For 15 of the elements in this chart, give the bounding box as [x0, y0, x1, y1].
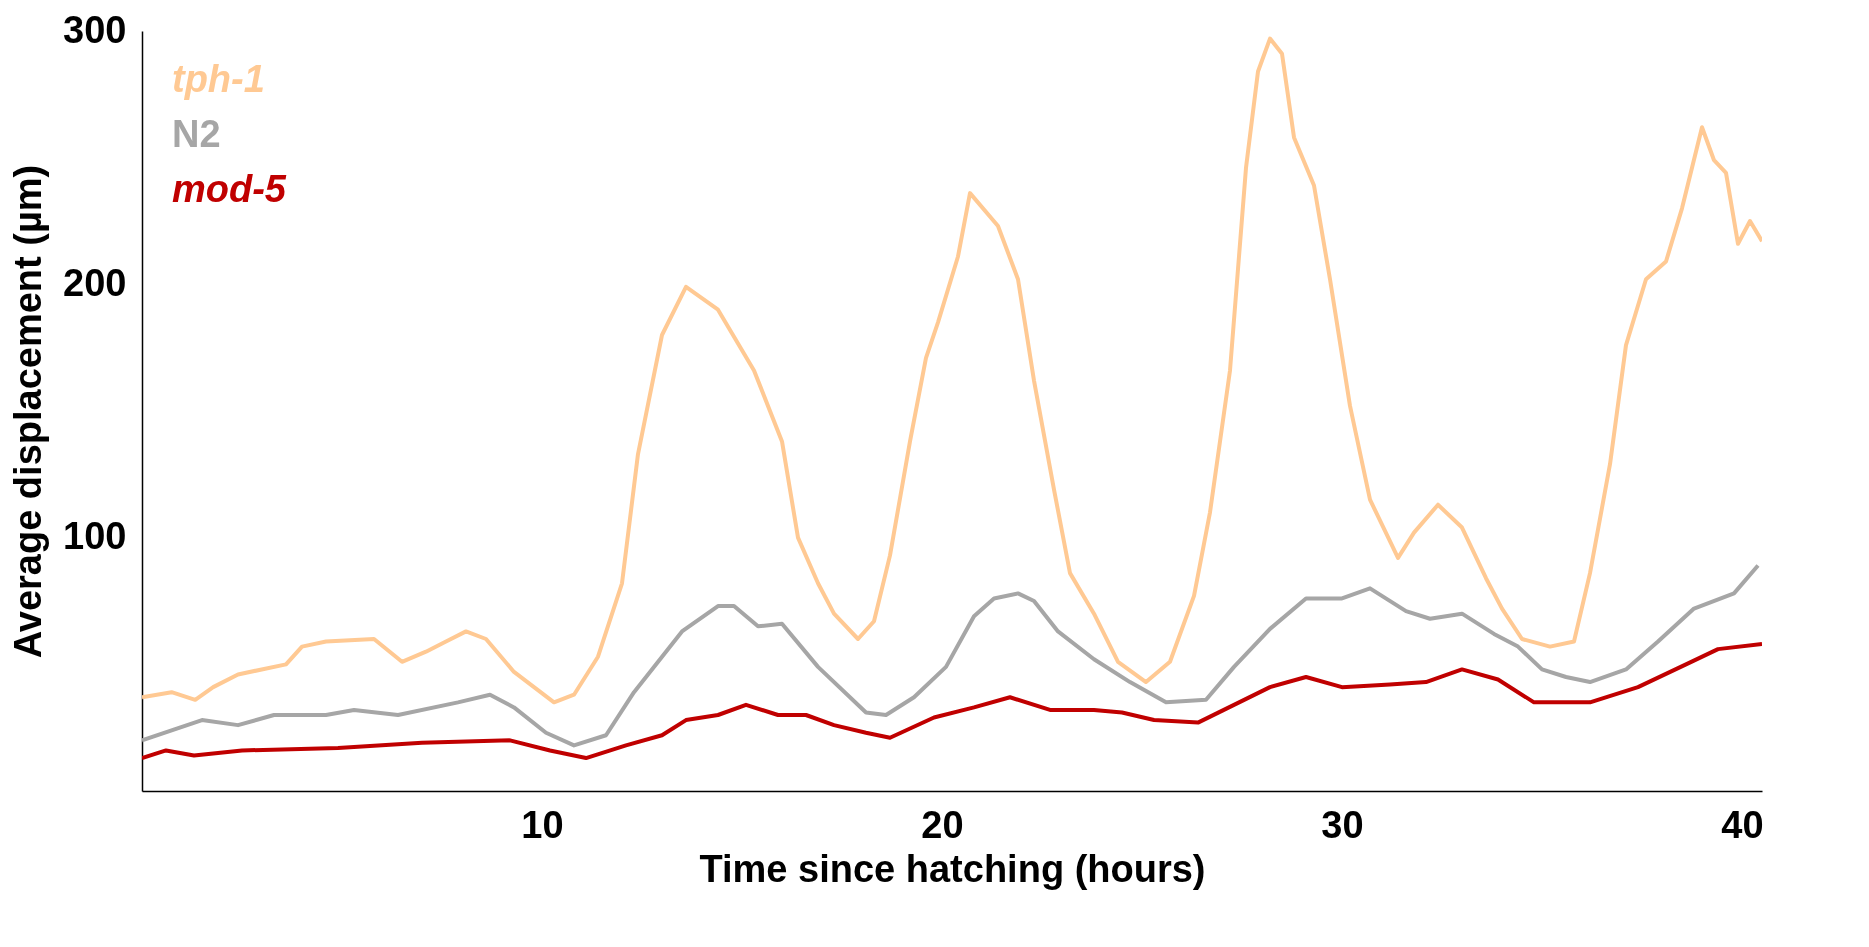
y-tick-label: 100	[63, 515, 127, 558]
line-series	[142, 642, 1762, 761]
line-series	[142, 36, 1762, 705]
x-axis-title: Time since hatching (hours)	[699, 847, 1206, 890]
x-tick-label: 30	[1321, 803, 1364, 846]
y-tick-label: 300	[63, 8, 127, 51]
y-axis-title: Average displacement (µm)	[7, 164, 50, 659]
text: N2	[172, 113, 221, 155]
text: mod-5	[172, 168, 287, 210]
x-tick-label: 20	[921, 803, 964, 846]
x-tick-label: 40	[1721, 803, 1764, 846]
y-tick-label: 200	[63, 261, 127, 304]
x-tick-label: 10	[521, 803, 564, 846]
line-series	[142, 563, 1760, 748]
text: tph-1	[172, 58, 265, 100]
